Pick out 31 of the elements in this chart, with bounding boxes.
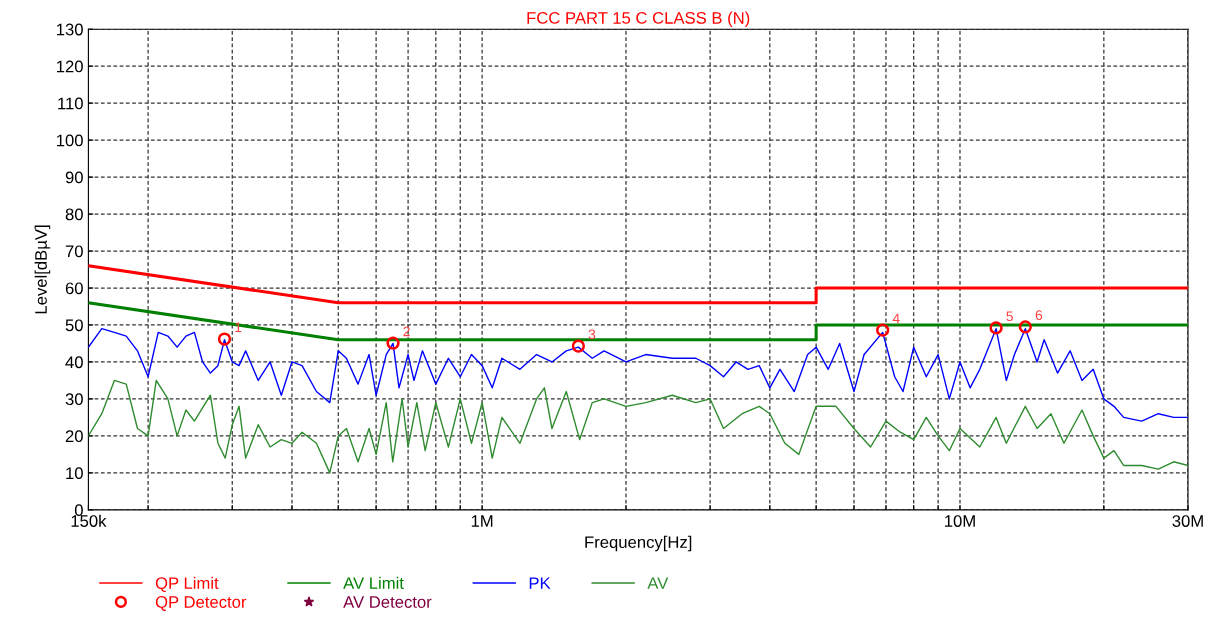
y-tick-label: 70 [65, 245, 83, 258]
legend-label: AV Detector [343, 596, 432, 608]
legend-label: PK [529, 577, 551, 589]
x-tick-label: 10M [945, 515, 975, 527]
y-tick-label: 80 [65, 208, 83, 221]
legend-label: QP Limit [155, 576, 219, 593]
y-tick-label: 110 [58, 97, 83, 110]
y-tick-label: 40 [65, 356, 83, 369]
annotation: 5 [1006, 311, 1013, 322]
annotation: 3 [588, 329, 596, 340]
y-tick-label: 100 [57, 134, 83, 147]
y-tick-label: 120 [57, 60, 83, 73]
annotation: 6 [1035, 310, 1043, 321]
legend-label: QP Detector [155, 596, 247, 611]
x-tick-label: 30M [1172, 515, 1203, 527]
x-tick-label: 150k [71, 514, 107, 527]
y-tick-label: 60 [65, 282, 83, 295]
x-axis-title: Frequency[Hz] [585, 535, 692, 552]
chart-title: FCC PART 15 C CLASS B (N) [527, 11, 750, 28]
y-axis-title: Level[dBµV] [34, 225, 51, 314]
annotation: 4 [892, 313, 900, 324]
legend-label: AV Limit [343, 576, 404, 589]
x-tick-label: 1M [471, 515, 493, 527]
y-tick-label: 10 [66, 467, 83, 480]
y-tick-label: 90 [65, 171, 83, 184]
y-tick-label: 20 [65, 430, 83, 443]
y-tick-label: 30 [65, 393, 83, 406]
annotation: 2 [403, 326, 410, 337]
legend-label: AV [647, 577, 669, 589]
y-tick-label: 130 [57, 23, 83, 36]
y-tick-label: 50 [65, 319, 83, 332]
